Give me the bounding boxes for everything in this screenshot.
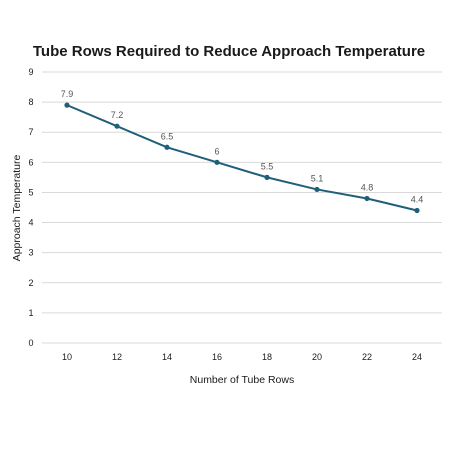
y-tick-label: 7 bbox=[28, 127, 33, 137]
x-tick-label: 10 bbox=[62, 352, 72, 362]
data-label: 7.2 bbox=[111, 110, 124, 120]
data-point bbox=[314, 186, 320, 193]
data-label: 5.5 bbox=[261, 161, 274, 171]
data-point bbox=[114, 123, 120, 129]
data-point bbox=[414, 207, 420, 214]
x-tick-label: 12 bbox=[112, 352, 122, 362]
data-point bbox=[64, 102, 70, 108]
data-labels: 7.9 7.2 6.5 6 5.5 5.1 4.8 4.4 bbox=[61, 89, 424, 204]
series-line bbox=[66, 104, 418, 212]
data-point bbox=[214, 159, 220, 165]
x-tick-label: 20 bbox=[312, 352, 322, 362]
gridlines bbox=[42, 71, 442, 344]
y-axis-ticks: 0 1 2 3 4 5 6 7 8 9 bbox=[28, 67, 33, 348]
y-tick-label: 3 bbox=[28, 248, 33, 258]
x-tick-label: 22 bbox=[362, 352, 372, 362]
data-label: 5.1 bbox=[311, 173, 324, 183]
series-layer bbox=[64, 102, 420, 214]
y-tick-label: 2 bbox=[28, 278, 33, 288]
data-point bbox=[364, 195, 370, 202]
data-label: 6 bbox=[214, 146, 219, 156]
data-label: 6.5 bbox=[161, 131, 174, 141]
y-tick-label: 8 bbox=[28, 97, 33, 107]
x-axis-title: Number of Tube Rows bbox=[190, 374, 294, 386]
data-label: 4.8 bbox=[361, 182, 374, 192]
y-tick-label: 4 bbox=[28, 218, 33, 228]
data-point bbox=[264, 174, 270, 180]
x-tick-label: 16 bbox=[212, 352, 222, 362]
data-label: 4.4 bbox=[411, 195, 424, 205]
data-point bbox=[164, 144, 170, 150]
chart-title: Tube Rows Required to Reduce Approach Te… bbox=[33, 43, 425, 60]
x-tick-label: 24 bbox=[412, 352, 422, 362]
y-tick-label: 9 bbox=[28, 67, 33, 77]
y-tick-label: 1 bbox=[28, 308, 33, 318]
x-axis-ticks: 10 12 14 16 18 20 22 24 bbox=[62, 352, 422, 362]
y-tick-label: 5 bbox=[28, 187, 33, 197]
x-tick-label: 18 bbox=[262, 352, 272, 362]
y-tick-label: 0 bbox=[28, 338, 33, 348]
y-axis-title: Approach Temperature bbox=[11, 155, 23, 262]
x-tick-label: 14 bbox=[162, 352, 172, 362]
y-tick-label: 6 bbox=[28, 157, 33, 167]
data-label: 7.9 bbox=[61, 89, 74, 99]
